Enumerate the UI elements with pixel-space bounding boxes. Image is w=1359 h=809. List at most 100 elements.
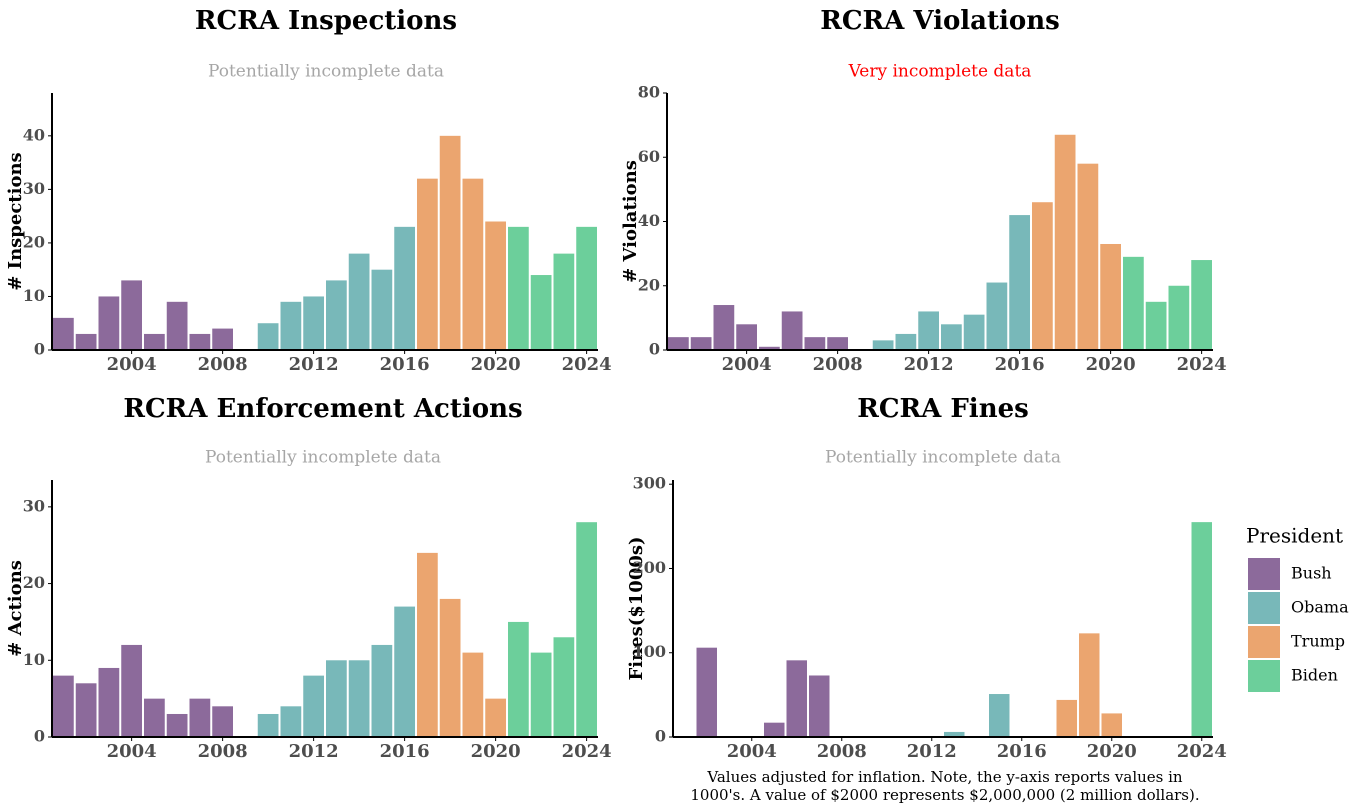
bar: [371, 269, 393, 350]
x-tick-label: 2020: [471, 741, 521, 762]
bar: [1191, 522, 1212, 737]
bar: [280, 301, 302, 350]
x-tick-label: 2016: [997, 741, 1047, 762]
bar: [1009, 215, 1030, 350]
bar: [417, 178, 438, 350]
note: Values adjusted for inflation. Note, the…: [706, 768, 1183, 786]
y-axis-label: Fines($1000s): [626, 536, 647, 680]
legend-swatch: [1248, 626, 1280, 658]
y-tick-label: 300: [633, 474, 666, 493]
bar: [485, 698, 506, 737]
bar: [576, 522, 597, 737]
bar: [326, 660, 347, 737]
bar: [895, 333, 917, 350]
bar: [1079, 633, 1100, 737]
chart-title: RCRA Fines: [857, 394, 1029, 424]
x-tick-label: 2020: [1086, 354, 1136, 375]
bar: [736, 324, 757, 350]
bar: [257, 323, 279, 350]
y-tick-label: 40: [638, 211, 660, 230]
legend-swatch: [1248, 558, 1280, 590]
bar: [530, 652, 552, 737]
bar: [326, 280, 347, 350]
bar: [53, 317, 74, 350]
bar: [257, 713, 279, 737]
chart-subtitle: Potentially incomplete data: [205, 448, 441, 468]
chart-subtitle: Potentially incomplete data: [825, 448, 1061, 468]
bar: [941, 324, 962, 350]
x-tick-label: 2012: [289, 354, 339, 375]
bar: [189, 698, 211, 737]
bar: [1123, 256, 1144, 350]
y-tick-label: 20: [23, 232, 45, 251]
chart-title: RCRA Inspections: [195, 6, 457, 36]
bar: [1191, 260, 1212, 350]
y-tick-label: 100: [633, 642, 666, 661]
bar: [417, 552, 438, 737]
x-tick-label: 2016: [380, 354, 430, 375]
x-tick-label: 2024: [1177, 741, 1227, 762]
x-tick-label: 2012: [904, 354, 954, 375]
bar: [394, 606, 415, 737]
y-tick-label: 20: [23, 573, 45, 592]
bar: [53, 675, 74, 737]
bar: [764, 722, 785, 737]
bar: [121, 280, 142, 350]
bar: [439, 598, 461, 737]
x-tick-label: 2008: [817, 741, 867, 762]
bar: [75, 683, 97, 737]
x-tick-label: 2020: [1087, 741, 1137, 762]
legend-swatch: [1248, 592, 1280, 624]
bar: [485, 221, 506, 350]
y-tick-label: 0: [649, 340, 660, 359]
bar: [121, 644, 142, 737]
chart-subtitle: Very incomplete data: [848, 62, 1032, 82]
x-tick-label: 2004: [727, 741, 777, 762]
bar: [508, 621, 529, 737]
bar: [1145, 301, 1167, 350]
y-tick-label: 20: [638, 275, 660, 294]
bar: [530, 275, 552, 350]
y-tick-label: 30: [23, 496, 45, 515]
chart-title: RCRA Enforcement Actions: [123, 394, 522, 424]
bar: [696, 647, 717, 737]
bar: [212, 328, 233, 350]
bar: [98, 667, 120, 737]
bar: [348, 660, 370, 737]
y-tick-label: 10: [23, 650, 45, 669]
legend-label: Biden: [1291, 666, 1338, 685]
x-tick-label: 2012: [907, 741, 957, 762]
legend-title: President: [1246, 524, 1343, 548]
bar: [462, 652, 484, 737]
bar: [303, 296, 324, 350]
bar: [1032, 202, 1053, 350]
bar: [1100, 243, 1121, 350]
y-axis-label: # Actions: [5, 560, 26, 657]
bar: [280, 706, 302, 737]
bar: [303, 675, 324, 737]
y-tick-label: 10: [23, 286, 45, 305]
bar: [963, 314, 985, 350]
bar: [918, 311, 939, 350]
legend-label: Obama: [1291, 598, 1349, 617]
bar: [508, 226, 529, 350]
bar: [986, 282, 1008, 350]
x-tick-label: 2008: [813, 354, 863, 375]
y-tick-label: 60: [638, 147, 660, 166]
note: 1000's. A value of $2000 represents $2,0…: [690, 786, 1199, 804]
bar: [713, 305, 735, 350]
bar: [98, 296, 120, 350]
x-tick-label: 2016: [380, 741, 430, 762]
bar: [553, 637, 575, 737]
bar: [872, 340, 894, 350]
bar: [804, 337, 826, 350]
bar: [668, 337, 689, 350]
x-tick-label: 2012: [289, 741, 339, 762]
bar: [1056, 699, 1077, 737]
bar: [189, 333, 211, 350]
bar: [759, 346, 780, 350]
x-tick-label: 2024: [562, 354, 612, 375]
bar: [1168, 285, 1190, 350]
y-axis-label: # Violations: [620, 160, 641, 283]
